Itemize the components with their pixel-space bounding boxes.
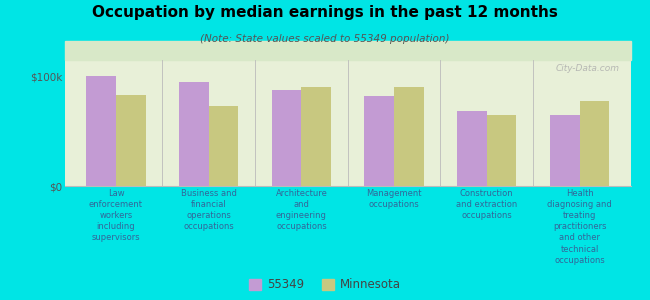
Text: City-Data.com: City-Data.com <box>555 64 619 73</box>
Text: Architecture
and
engineering
occupations: Architecture and engineering occupations <box>276 189 328 231</box>
Bar <box>209 106 239 186</box>
Text: Construction
and extraction
occupations: Construction and extraction occupations <box>456 189 517 220</box>
Text: Management
occupations: Management occupations <box>367 189 422 209</box>
Bar <box>302 87 331 186</box>
Bar <box>394 87 424 186</box>
Legend: 55349, Minnesota: 55349, Minnesota <box>244 274 406 296</box>
Bar <box>116 95 146 186</box>
Bar <box>550 115 580 186</box>
Bar <box>272 90 302 186</box>
Bar <box>365 96 394 186</box>
Text: Occupation by median earnings in the past 12 months: Occupation by median earnings in the pas… <box>92 4 558 20</box>
Bar <box>65 41 630 60</box>
Bar <box>487 115 517 186</box>
Bar <box>179 82 209 186</box>
Bar <box>86 76 116 186</box>
Text: Health
diagnosing and
treating
practitioners
and other
technical
occupations: Health diagnosing and treating practitio… <box>547 189 612 265</box>
Text: Business and
financial
operations
occupations: Business and financial operations occupa… <box>181 189 237 231</box>
Bar <box>580 100 609 186</box>
Text: Law
enforcement
workers
including
supervisors: Law enforcement workers including superv… <box>89 189 143 242</box>
Bar <box>457 112 487 186</box>
Text: (Note: State values scaled to 55349 population): (Note: State values scaled to 55349 popu… <box>200 34 450 44</box>
